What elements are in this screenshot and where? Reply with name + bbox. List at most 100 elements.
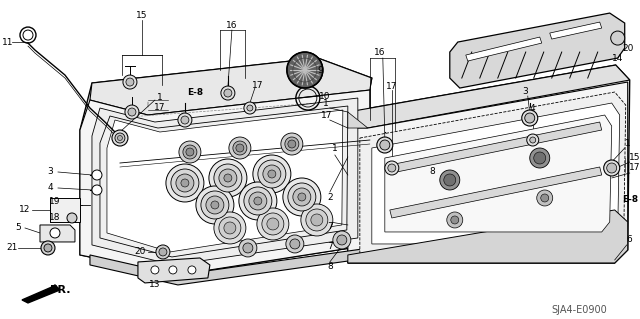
- Circle shape: [254, 197, 262, 205]
- Circle shape: [239, 239, 257, 257]
- Polygon shape: [348, 65, 630, 263]
- Circle shape: [92, 185, 102, 195]
- Text: 9: 9: [317, 65, 323, 75]
- Text: 7: 7: [327, 222, 333, 232]
- Circle shape: [286, 235, 304, 253]
- Polygon shape: [138, 258, 210, 283]
- Circle shape: [67, 213, 77, 223]
- Text: 16: 16: [226, 20, 237, 30]
- Text: 12: 12: [19, 205, 31, 214]
- Circle shape: [224, 222, 236, 234]
- Polygon shape: [360, 92, 626, 253]
- Text: 2: 2: [327, 194, 333, 203]
- Circle shape: [288, 140, 296, 148]
- Circle shape: [209, 159, 247, 197]
- Text: 20: 20: [622, 44, 634, 53]
- Text: 1: 1: [157, 93, 163, 101]
- Text: 15: 15: [629, 152, 640, 161]
- Circle shape: [112, 130, 128, 146]
- Circle shape: [214, 212, 246, 244]
- Text: 11: 11: [3, 38, 13, 47]
- Polygon shape: [50, 198, 80, 222]
- Text: 4: 4: [47, 183, 52, 192]
- Circle shape: [156, 245, 170, 259]
- Circle shape: [244, 187, 272, 215]
- Circle shape: [196, 186, 234, 224]
- Circle shape: [181, 116, 189, 124]
- Circle shape: [186, 148, 194, 156]
- Circle shape: [541, 194, 548, 202]
- Circle shape: [268, 170, 276, 178]
- Circle shape: [283, 178, 321, 216]
- Text: 1: 1: [332, 144, 338, 152]
- Circle shape: [267, 218, 279, 230]
- Circle shape: [258, 160, 286, 188]
- Circle shape: [288, 183, 316, 211]
- Polygon shape: [92, 98, 358, 265]
- Circle shape: [151, 266, 159, 274]
- Circle shape: [206, 196, 224, 214]
- Text: SJA4-E0900: SJA4-E0900: [552, 305, 607, 315]
- Polygon shape: [100, 106, 348, 257]
- Circle shape: [115, 133, 125, 143]
- Circle shape: [92, 170, 102, 180]
- Polygon shape: [348, 82, 628, 263]
- Circle shape: [537, 190, 553, 206]
- Text: 16: 16: [374, 48, 385, 56]
- Circle shape: [298, 193, 306, 201]
- Polygon shape: [372, 103, 620, 244]
- Circle shape: [530, 137, 536, 143]
- Circle shape: [253, 155, 291, 193]
- Text: 15: 15: [136, 11, 148, 19]
- Circle shape: [211, 201, 219, 209]
- Circle shape: [263, 165, 281, 183]
- Circle shape: [385, 161, 399, 175]
- Text: 17: 17: [629, 164, 640, 173]
- Polygon shape: [348, 112, 368, 128]
- Circle shape: [178, 113, 192, 127]
- Circle shape: [388, 164, 396, 172]
- Circle shape: [118, 136, 122, 140]
- Text: 13: 13: [149, 280, 161, 289]
- Polygon shape: [90, 248, 370, 285]
- Text: 6: 6: [627, 235, 632, 244]
- Circle shape: [214, 164, 242, 192]
- Text: FR.: FR.: [50, 285, 70, 295]
- Polygon shape: [390, 122, 602, 173]
- Polygon shape: [90, 58, 372, 115]
- Polygon shape: [22, 285, 60, 303]
- Circle shape: [262, 213, 284, 235]
- Circle shape: [159, 248, 167, 256]
- Text: 1: 1: [625, 138, 630, 147]
- Polygon shape: [80, 90, 370, 275]
- Circle shape: [125, 105, 139, 119]
- Circle shape: [166, 164, 204, 202]
- Circle shape: [440, 170, 460, 190]
- Circle shape: [44, 244, 52, 252]
- Polygon shape: [80, 58, 372, 275]
- Circle shape: [527, 134, 539, 146]
- Text: E-8: E-8: [187, 87, 203, 97]
- Circle shape: [281, 133, 303, 155]
- Circle shape: [224, 89, 232, 97]
- Circle shape: [604, 160, 620, 176]
- Text: 17: 17: [386, 82, 397, 91]
- Polygon shape: [348, 210, 628, 263]
- Circle shape: [221, 86, 235, 100]
- Circle shape: [451, 216, 459, 224]
- Circle shape: [201, 191, 229, 219]
- Circle shape: [171, 169, 199, 197]
- Text: 19: 19: [49, 197, 61, 206]
- Text: 5: 5: [15, 224, 21, 233]
- Polygon shape: [385, 115, 612, 232]
- Circle shape: [301, 204, 333, 236]
- Circle shape: [337, 235, 347, 245]
- Polygon shape: [390, 167, 602, 218]
- Circle shape: [530, 148, 550, 168]
- Circle shape: [41, 241, 55, 255]
- Circle shape: [169, 266, 177, 274]
- Polygon shape: [550, 22, 602, 39]
- Circle shape: [219, 217, 241, 239]
- Circle shape: [229, 137, 251, 159]
- Circle shape: [126, 78, 134, 86]
